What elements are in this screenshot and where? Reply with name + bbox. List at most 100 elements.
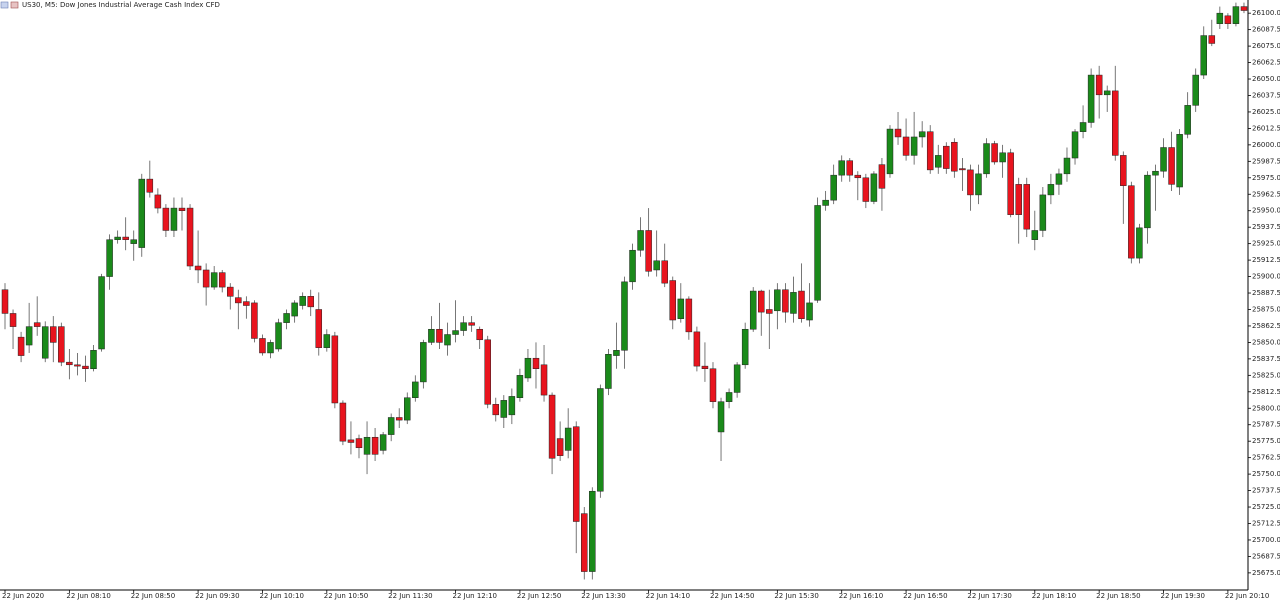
y-tick-label: 25675.0 (1252, 569, 1280, 577)
candle-body (1079, 122, 1087, 132)
candle-body (613, 350, 620, 356)
candle-body (404, 397, 411, 421)
candle-body (983, 143, 990, 175)
candle-body (1103, 90, 1111, 96)
candle-body (1, 289, 9, 314)
y-tick-label: 26062.5 (1252, 59, 1280, 67)
y-tick-label: 26012.5 (1252, 124, 1280, 132)
x-tick-label: 22 Jun 18:10 (1032, 592, 1076, 600)
y-tick-label: 25875.0 (1252, 305, 1280, 313)
candle-body (822, 199, 829, 206)
y-tick-label: 25812.5 (1252, 388, 1280, 396)
candle-body (693, 331, 701, 367)
candle-body (235, 297, 242, 304)
candle-body (556, 438, 564, 456)
candle-body (1232, 6, 1240, 24)
x-tick-label: 22 Jun 14:10 (646, 592, 690, 600)
candle-body (1184, 105, 1191, 135)
candle-body (790, 292, 797, 314)
candle-body (162, 207, 170, 231)
y-tick-label: 25975.0 (1252, 174, 1280, 182)
candle-body (1136, 227, 1143, 259)
candle-body (508, 396, 516, 416)
x-tick-label: 22 Jun 12:50 (517, 592, 561, 600)
x-tick-label: 22 Jun 08:50 (131, 592, 175, 600)
candle-body (902, 136, 910, 156)
candle-body (267, 342, 274, 354)
candle-body (420, 342, 427, 383)
candle-body (17, 336, 25, 356)
candle-body (1039, 194, 1047, 231)
y-tick-label: 26087.5 (1252, 26, 1280, 34)
candle-body (685, 298, 693, 333)
y-tick-label: 25762.5 (1252, 454, 1280, 462)
candle-body (806, 302, 813, 321)
y-tick-label: 25750.0 (1252, 470, 1280, 478)
candle-body (82, 365, 89, 369)
candle-body (412, 381, 419, 398)
y-tick-label: 25712.5 (1252, 519, 1280, 527)
candle-body (1087, 74, 1095, 123)
x-tick-label: 22 Jun 16:10 (839, 592, 883, 600)
candle-body (774, 289, 781, 312)
candle-body (170, 207, 178, 231)
candle-body (1144, 174, 1151, 229)
y-tick-label: 25912.5 (1252, 256, 1280, 264)
y-tick-label: 25837.5 (1252, 355, 1280, 363)
y-tick-label: 25925.0 (1252, 240, 1280, 248)
candle-body (33, 322, 41, 327)
x-tick-label: 22 Jun 08:10 (66, 592, 110, 600)
candle-body (1216, 12, 1224, 24)
y-tick-label: 26100.0 (1252, 9, 1280, 17)
candle-body (114, 236, 121, 240)
candle-body (355, 438, 363, 449)
candle-body (870, 173, 878, 202)
candle-body (1047, 184, 1055, 196)
candle-body (347, 439, 355, 443)
candle-body (725, 392, 733, 402)
candle-body (1176, 134, 1183, 188)
candle-body (589, 490, 596, 572)
candle-body (178, 207, 186, 211)
candle-body (999, 152, 1006, 163)
candle-body (379, 434, 387, 451)
y-tick-label: 25937.5 (1252, 223, 1280, 231)
y-tick-label: 25900.0 (1252, 273, 1280, 281)
x-tick-label: 22 Jun 09:30 (195, 592, 239, 600)
candle-body (1120, 155, 1127, 186)
candle-body (935, 155, 942, 168)
candle-body (798, 290, 805, 319)
candle-body (918, 131, 926, 138)
y-tick-label: 26000.0 (1252, 141, 1280, 149)
candle-body (106, 239, 113, 277)
candle-body (243, 301, 250, 306)
x-tick-label: 22 Jun 18:50 (1096, 592, 1140, 600)
candle-body (581, 513, 588, 572)
candle-body (733, 364, 741, 393)
candle-body (259, 338, 266, 354)
candle-body (58, 326, 65, 363)
y-tick-label: 25725.0 (1252, 503, 1280, 511)
candle-body (717, 401, 725, 433)
candle-body (926, 131, 934, 171)
y-tick-label: 26037.5 (1252, 91, 1280, 99)
candle-body (50, 326, 57, 343)
candle-body (677, 298, 685, 319)
y-tick-label: 25850.0 (1252, 338, 1280, 346)
candle-body (782, 289, 789, 313)
candle-body (548, 394, 556, 459)
candle-body (492, 404, 500, 416)
candle-body (395, 417, 403, 421)
candle-body (758, 290, 765, 313)
x-tick-label: 22 Jun 15:30 (774, 592, 818, 600)
candle-body (1023, 184, 1031, 230)
x-tick-label: 22 Jun 10:10 (259, 592, 303, 600)
candle-body (299, 296, 306, 306)
candle-body (1200, 35, 1208, 76)
y-tick-label: 25687.5 (1252, 552, 1280, 560)
candle-body (645, 230, 652, 272)
candle-body (597, 388, 604, 492)
candle-body (878, 164, 886, 189)
candle-body (387, 417, 395, 435)
